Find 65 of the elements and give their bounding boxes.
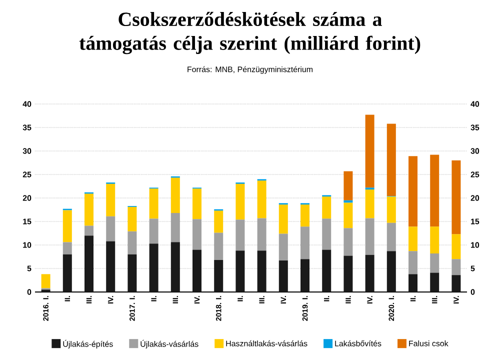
bar bbox=[62, 254, 72, 292]
bar bbox=[430, 253, 440, 273]
bar bbox=[344, 171, 353, 200]
bar bbox=[365, 114, 374, 188]
bar bbox=[128, 206, 137, 232]
bar bbox=[365, 254, 374, 292]
bar bbox=[170, 178, 180, 214]
bar bbox=[128, 231, 137, 254]
bar bbox=[452, 275, 461, 292]
bar bbox=[149, 188, 158, 219]
bar bbox=[344, 228, 353, 256]
bar bbox=[430, 154, 440, 227]
bar bbox=[408, 156, 418, 227]
bar bbox=[214, 260, 224, 292]
bar bbox=[62, 210, 72, 242]
bar bbox=[149, 218, 158, 244]
bar bbox=[149, 244, 158, 292]
bar bbox=[106, 184, 116, 216]
bar bbox=[106, 216, 116, 242]
bar bbox=[344, 202, 353, 228]
bar bbox=[386, 196, 396, 223]
bar bbox=[452, 259, 461, 276]
bar bbox=[257, 218, 266, 251]
bar bbox=[344, 256, 353, 292]
bar bbox=[257, 180, 266, 218]
bar bbox=[278, 234, 288, 261]
bar bbox=[452, 234, 461, 260]
bar bbox=[430, 226, 440, 254]
bar bbox=[236, 250, 245, 292]
bar bbox=[386, 124, 396, 196]
bar bbox=[278, 260, 288, 292]
bar bbox=[170, 242, 180, 292]
bar bbox=[214, 210, 224, 233]
bar bbox=[452, 160, 461, 234]
bar bbox=[236, 184, 245, 220]
bar bbox=[408, 251, 418, 274]
bar bbox=[365, 218, 374, 255]
bar bbox=[322, 250, 332, 292]
bar bbox=[365, 190, 374, 218]
bar bbox=[386, 222, 396, 252]
bar bbox=[170, 213, 180, 242]
bar bbox=[192, 219, 202, 250]
bar bbox=[192, 250, 202, 292]
bar bbox=[257, 250, 266, 292]
bar bbox=[106, 241, 116, 292]
bar bbox=[192, 188, 202, 220]
bar bbox=[62, 242, 72, 254]
bar bbox=[236, 220, 245, 251]
bar bbox=[408, 274, 418, 292]
bar bbox=[300, 204, 310, 227]
chart-title: Csokszerződéskötések száma a támogatás célja szerint (milliárd forint) bbox=[79, 12, 420, 54]
bar bbox=[84, 226, 94, 236]
bar bbox=[322, 196, 332, 219]
bar bbox=[41, 274, 50, 288]
bar bbox=[386, 251, 396, 292]
bar bbox=[128, 254, 137, 292]
bar bbox=[300, 226, 310, 260]
bar bbox=[214, 232, 224, 260]
bar bbox=[430, 272, 440, 292]
bar bbox=[278, 204, 288, 234]
bar bbox=[84, 236, 94, 292]
bar bbox=[322, 218, 332, 250]
bar bbox=[408, 226, 418, 252]
bar bbox=[84, 194, 94, 226]
bar bbox=[300, 259, 310, 292]
